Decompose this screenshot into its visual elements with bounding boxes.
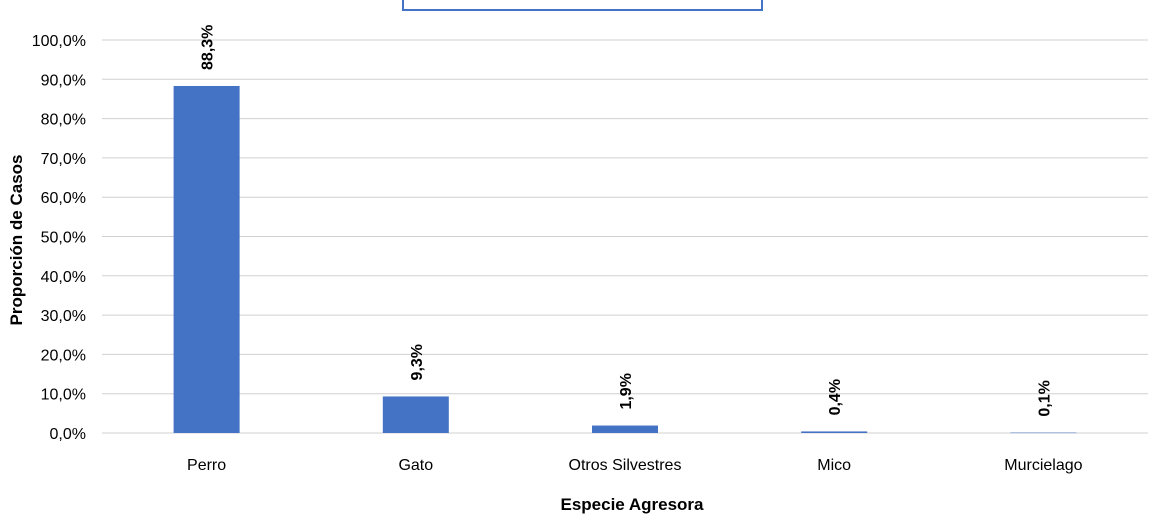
x-tick-label: Murcielago [1004,457,1082,474]
bar-perro [173,85,240,433]
x-axis-title: Especie Agresora [561,495,705,514]
y-tick-label: 90,0% [41,72,86,89]
y-tick-label: 0,0% [50,426,86,443]
bar-gato [382,396,449,433]
bar-otros-silvestres [592,425,658,433]
y-tick-label: 60,0% [41,190,86,207]
category-labels: Perro Gato Otros Silvestres Mico Murcielago [187,457,1083,474]
y-axis-title: Proporción de Casos [7,155,26,326]
data-labels: 88,3% 9,3% 1,9% 0,4% 0,1% [200,25,1054,417]
gridlines [102,39,1148,434]
x-tick-label: Perro [187,457,226,474]
y-tick-label: 80,0% [41,112,86,129]
bar-murcielago [1010,432,1077,434]
data-label: 9,3% [409,344,426,380]
title-box [402,0,763,11]
y-tick-label: 10,0% [41,387,86,404]
data-label: 88,3% [200,25,217,70]
y-tick-label: 50,0% [41,230,86,247]
x-tick-label: Mico [817,457,851,474]
data-label: 0,1% [1036,380,1053,416]
x-tick-label: Gato [398,457,433,474]
data-label: 0,4% [827,379,844,415]
y-tick-label: 40,0% [41,269,86,286]
y-tick-label: 30,0% [41,308,86,325]
data-label: 1,9% [618,373,635,409]
bar-mico [801,431,868,433]
bars [173,85,1077,434]
y-tick-label: 20,0% [41,347,86,364]
y-tick-labels: 0,0% 10,0% 20,0% 30,0% 40,0% 50,0% 60,0% 70,0% 8… [32,33,86,443]
y-tick-label: 100,0% [32,33,86,50]
x-tick-label: Otros Silvestres [569,457,682,474]
y-tick-label: 70,0% [41,151,86,168]
